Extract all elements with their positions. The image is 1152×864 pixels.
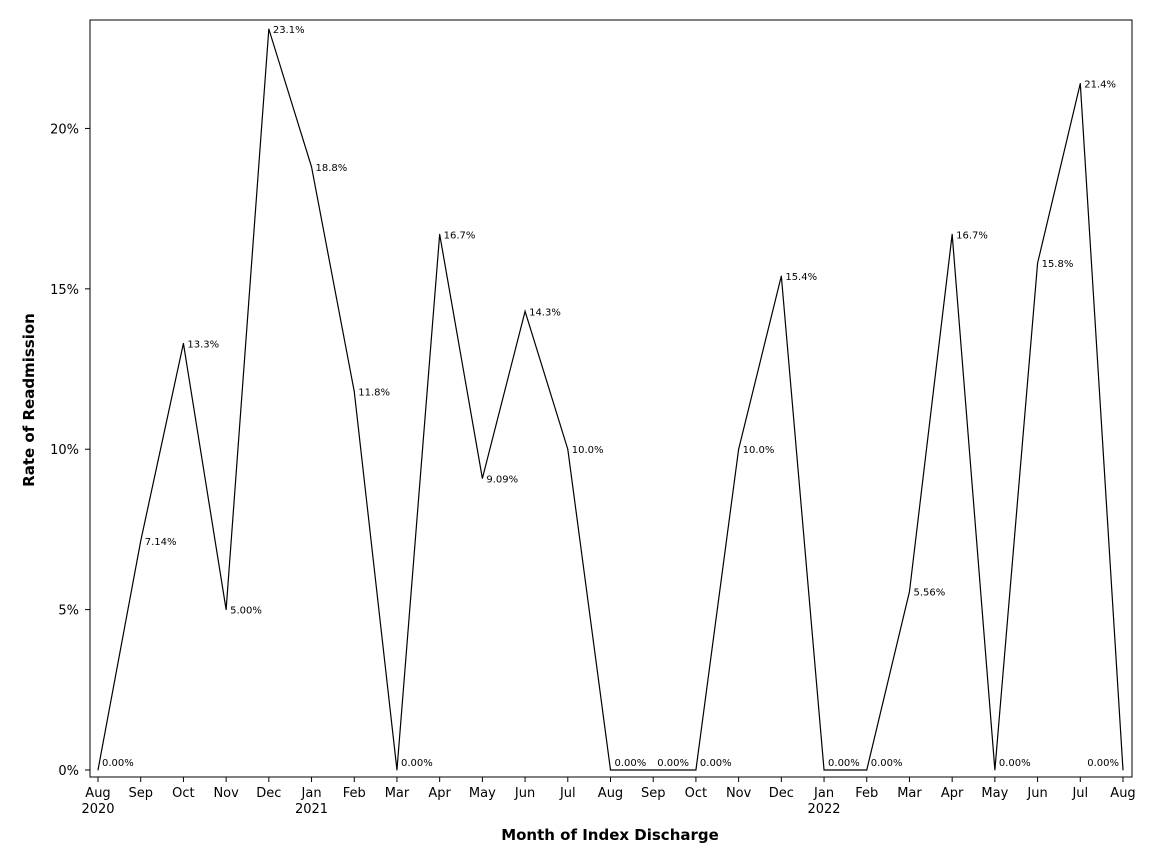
x-tick-label: Mar (385, 786, 410, 801)
x-tick-label: Oct (685, 786, 707, 801)
data-label: 21.4% (1084, 80, 1116, 91)
data-label: 11.8% (358, 387, 390, 398)
x-year-label: 2021 (295, 802, 328, 817)
data-point (652, 769, 654, 771)
data-point (866, 769, 868, 771)
data-point (396, 769, 398, 771)
data-label: 0.00% (999, 758, 1031, 769)
data-point (97, 769, 99, 771)
data-label: 0.00% (828, 758, 860, 769)
x-tick-label: Dec (256, 786, 281, 801)
data-label: 0.00% (871, 758, 903, 769)
x-axis: Aug Sep Oct Nov Dec Jan Feb Mar Apr May Jun Jul Aug S… (81, 777, 1136, 817)
data-label: 14.3% (529, 307, 561, 318)
data-point (353, 390, 355, 392)
x-tick-label: Sep (128, 786, 153, 801)
data-point (1037, 262, 1039, 264)
data-point (225, 609, 227, 611)
x-tick-label: Jun (514, 786, 535, 801)
data-point (695, 769, 697, 771)
data-label: 0.00% (615, 758, 647, 769)
data-point (1122, 769, 1124, 771)
data-point (610, 769, 611, 771)
x-tick-label: Aug (85, 786, 110, 801)
x-tick-label: Nov (213, 786, 239, 801)
data-point (524, 310, 526, 312)
data-point (994, 769, 996, 771)
x-year-label: 2020 (81, 802, 114, 817)
y-axis: 0% 5% 10% 15% 20% (50, 122, 90, 779)
x-tick-label: Jan (813, 786, 834, 801)
data-point (268, 28, 270, 30)
data-label: 10.0% (743, 445, 775, 456)
x-tick-label: Apr (941, 786, 964, 801)
y-tick-label: 5% (58, 604, 79, 619)
data-label: 23.1% (273, 25, 305, 36)
data-point (567, 448, 569, 450)
data-label: 13.3% (187, 339, 219, 350)
data-label: 10.0% (572, 445, 604, 456)
data-point (182, 342, 184, 344)
y-tick-label: 0% (58, 764, 79, 779)
x-tick-label: Feb (343, 786, 366, 801)
x-tick-label: Nov (726, 786, 752, 801)
x-tick-label: May (469, 786, 496, 801)
x-tick-label: Aug (598, 786, 623, 801)
data-point (908, 591, 910, 593)
data-label: 15.8% (1042, 259, 1074, 270)
x-tick-label: May (981, 786, 1008, 801)
y-tick-label: 20% (50, 122, 79, 137)
x-tick-label: Jul (1071, 786, 1088, 801)
data-label: 0.00% (401, 758, 433, 769)
data-label: 9.09% (486, 474, 518, 485)
data-label: 15.4% (785, 272, 817, 283)
data-label: 16.7% (956, 230, 988, 241)
x-tick-label: Mar (897, 786, 922, 801)
data-label: 7.14% (145, 537, 177, 548)
data-point (311, 166, 313, 168)
data-point (140, 540, 142, 542)
data-point (780, 275, 782, 277)
y-axis-title: Rate of Readmission (20, 313, 38, 487)
x-tick-label: Jan (301, 786, 322, 801)
x-axis-title: Month of Index Discharge (501, 826, 719, 844)
data-point (1079, 83, 1081, 85)
x-tick-label: Dec (769, 786, 794, 801)
data-label: 0.00% (657, 758, 689, 769)
x-year-label: 2022 (807, 802, 840, 817)
data-label: 5.00% (230, 606, 262, 617)
data-point (481, 477, 483, 479)
x-tick-label: Sep (641, 786, 666, 801)
data-label: 16.7% (444, 230, 476, 241)
data-point (823, 769, 825, 771)
x-tick-label: Jun (1026, 786, 1047, 801)
series-line (97, 28, 1124, 771)
data-label: 0.00% (102, 758, 134, 769)
y-tick-label: 15% (50, 283, 79, 298)
y-tick-label: 10% (50, 443, 79, 458)
data-label: 5.56% (913, 588, 945, 599)
plot-frame (89, 19, 1133, 778)
data-label: 18.8% (316, 163, 348, 174)
data-labels: 0.00% 7.14% 13.3% 5.00% 23.1% 18.8% 11.8% 0.00%… (97, 25, 1124, 771)
data-point (439, 233, 441, 235)
x-tick-label: Aug (1110, 786, 1135, 801)
data-label: 0.00% (1087, 758, 1119, 769)
data-point (951, 233, 953, 235)
x-tick-label: Jul (559, 786, 576, 801)
data-label: 0.00% (700, 758, 732, 769)
x-tick-label: Oct (172, 786, 194, 801)
x-tick-label: Feb (855, 786, 878, 801)
x-tick-label: Apr (428, 786, 451, 801)
data-point (738, 448, 740, 450)
